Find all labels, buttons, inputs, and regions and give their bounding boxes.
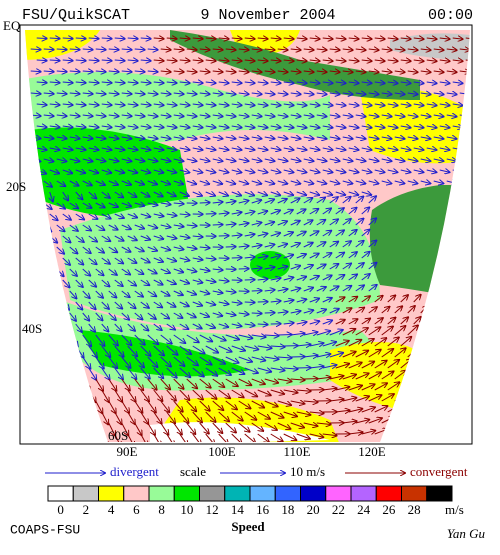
wind-arrow [31, 49, 41, 50]
legend-convergent: convergent [410, 464, 468, 479]
wind-arrow [37, 38, 47, 39]
wind-arrow [252, 313, 262, 314]
colorbar-label: 2 [83, 502, 90, 517]
colorbar-label: 10 [180, 502, 193, 517]
colorbar-box [351, 486, 376, 501]
wind-arrow [63, 38, 73, 39]
colorbar-box [427, 486, 452, 501]
colorbar-box [99, 486, 124, 501]
legend-scale-value: 10 m/s [290, 464, 325, 479]
header-time: 00:00 [428, 7, 473, 24]
colorbar-label: 16 [256, 502, 270, 517]
colorbar-box [48, 486, 73, 501]
colorbar-label: 6 [133, 502, 140, 517]
wind-arrow [57, 49, 67, 50]
header-left: FSU/QuikSCAT [22, 7, 130, 24]
colorbar-label: 4 [108, 502, 115, 517]
lat-label: 40S [22, 321, 42, 336]
wind-arrow [37, 60, 47, 61]
lon-label: 110E [284, 444, 311, 459]
colorbar-label: 28 [408, 502, 421, 517]
wind-arrow [83, 49, 93, 50]
wind-arrow [50, 60, 60, 61]
wind-arrow [115, 38, 125, 39]
wind-arrow [258, 324, 268, 325]
colorbar-box [275, 486, 300, 501]
colorbar-label: 20 [307, 502, 320, 517]
legend-scale: scale [180, 464, 206, 479]
colorbar-label: 14 [231, 502, 245, 517]
colorbar-box [200, 486, 225, 501]
colorbar-box [250, 486, 275, 501]
colorbar-label: 12 [206, 502, 219, 517]
colorbar-box [376, 486, 401, 501]
colorbar-label: 24 [357, 502, 371, 517]
colorbar-label: 8 [158, 502, 165, 517]
footer-right: Yan Gu [447, 526, 486, 541]
colorbar-label: 18 [281, 502, 294, 517]
colorbar-box [326, 486, 351, 501]
colorbar-box [225, 486, 250, 501]
legend-divergent: divergent [110, 464, 159, 479]
wind-arrow [63, 60, 73, 61]
wind-arrow [89, 38, 99, 39]
colorbar-label: 26 [382, 502, 396, 517]
wind-arrow [31, 71, 41, 72]
colorbar-box [174, 486, 199, 501]
wind-arrow [44, 49, 54, 50]
header-date: 9 November 2004 [200, 7, 335, 24]
lat-label: EQ [3, 18, 21, 33]
lon-label: 120E [358, 444, 386, 459]
colorbar-box [149, 486, 174, 501]
lat-label: 20S [6, 179, 26, 194]
lon-label: 100E [208, 444, 236, 459]
colorbar-label: 0 [57, 502, 64, 517]
wind-arrow [70, 49, 80, 50]
colorbar-box [402, 486, 427, 501]
wind-arrow [102, 38, 112, 39]
wind-arrow [96, 49, 106, 50]
lat-label: 60S [108, 428, 128, 443]
wind-arrow [50, 38, 60, 39]
colorbar-label: 22 [332, 502, 345, 517]
footer-left: COAPS-FSU [10, 522, 80, 537]
colorbar-unit: m/s [445, 502, 464, 517]
colorbar-box [124, 486, 149, 501]
wind-arrow [44, 71, 54, 72]
colorbar-box [73, 486, 98, 501]
colorbar-box [301, 486, 326, 501]
lon-label: 90E [117, 444, 138, 459]
colorbar-title: Speed [231, 519, 265, 534]
wind-arrow [76, 38, 86, 39]
